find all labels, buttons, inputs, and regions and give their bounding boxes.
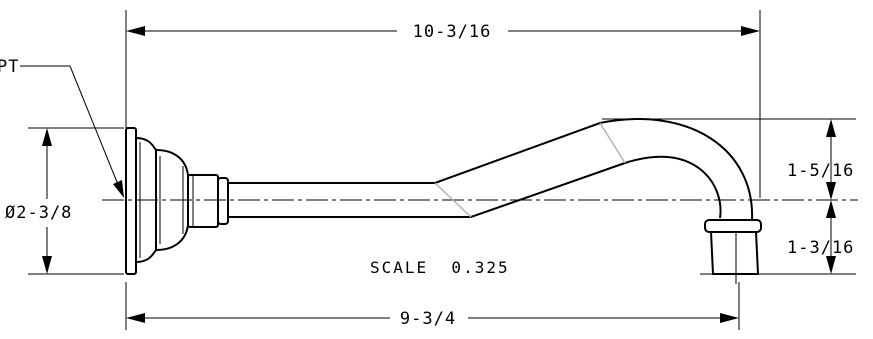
extension-lines (28, 10, 856, 330)
reach-label: 9-3/4 (400, 309, 456, 329)
lower-drop-label: 1-3/16 (787, 238, 854, 258)
dimension-reach: 9-3/4 (126, 309, 739, 329)
dimension-overall-length: 10-3/16 (126, 22, 760, 42)
dimension-diameter: Ø2-3/8 (5, 128, 72, 274)
thread-callout-leader: PT (0, 57, 124, 198)
overall-length-label: 10-3/16 (413, 22, 492, 42)
outlet-nozzle (704, 219, 762, 284)
upper-rise-label: 1-5/16 (787, 161, 854, 181)
dimension-vertical-right: 1-5/16 1-3/16 (787, 119, 854, 274)
wall-flange (125, 127, 189, 275)
thread-callout-label: PT (0, 57, 19, 77)
diameter-label: Ø2-3/8 (5, 203, 72, 223)
scale-note: SCALE 0.325 (370, 258, 510, 277)
collar-nut (187, 174, 229, 228)
shower-arm (228, 118, 754, 221)
